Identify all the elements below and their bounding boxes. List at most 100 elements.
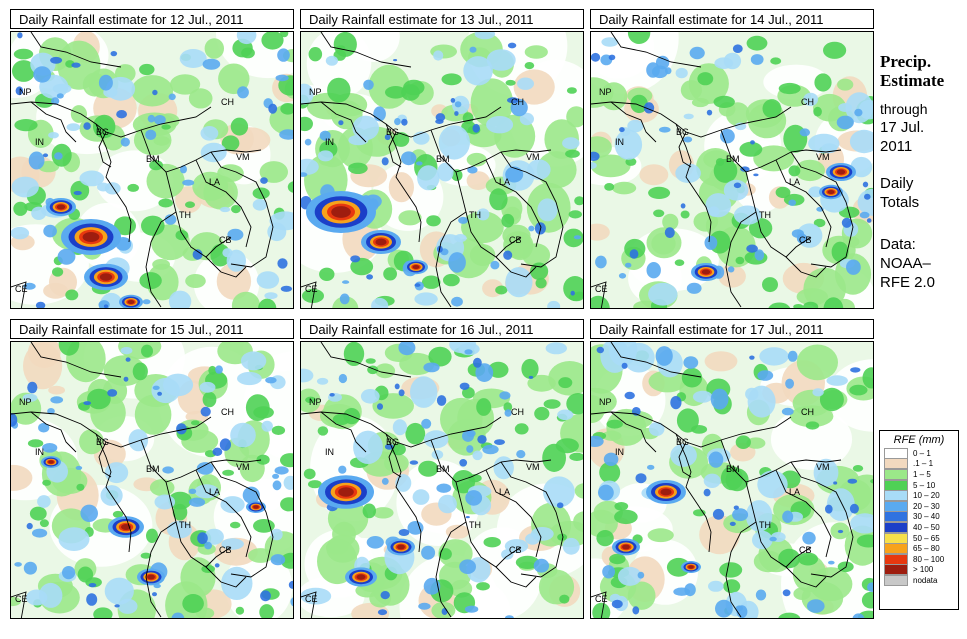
rain-blob: [675, 163, 701, 183]
rain-blob: [392, 419, 407, 436]
rain-blob: [162, 466, 174, 474]
rain-blob: [170, 74, 201, 95]
rainfall-field: [301, 32, 583, 308]
rain-blob: [23, 561, 37, 575]
rain-blob: [377, 609, 388, 616]
heavy-rain-cell: [375, 238, 387, 246]
rain-blob: [770, 408, 853, 470]
rain-blob: [270, 554, 286, 566]
rain-blob: [200, 406, 211, 417]
rain-blob: [152, 385, 160, 390]
country-label-th: TH: [179, 210, 191, 220]
rain-blob: [235, 606, 245, 615]
rain-blob: [608, 54, 616, 61]
country-border: [455, 481, 522, 568]
rain-blob: [280, 453, 293, 468]
country-border: [720, 439, 842, 483]
country-border: [30, 342, 122, 378]
rain-blob: [566, 87, 577, 94]
rain-blob: [823, 41, 847, 59]
rain-blob: [86, 593, 98, 606]
rain-blob: [302, 288, 324, 303]
rain-blob: [680, 80, 702, 101]
rain-blob: [639, 164, 669, 186]
country-border: [745, 171, 812, 258]
rain-blob: [212, 447, 223, 456]
rain-blob: [23, 282, 36, 290]
rain-blob: [489, 188, 508, 211]
country-label-bg: BG: [676, 127, 690, 137]
rainfall-map: NP CH IN BG BM VM LA TH CB CE: [300, 341, 584, 619]
country-label-ce: CE: [15, 284, 28, 294]
rain-blob: [465, 490, 483, 506]
rain-blob: [604, 183, 615, 191]
rain-blob: [28, 151, 45, 170]
country-border: [11, 411, 212, 448]
rain-blob: [80, 504, 98, 522]
rain-blob: [648, 422, 665, 436]
rain-blob: [477, 435, 487, 444]
rain-blob: [436, 395, 447, 406]
heavy-rain-cell: [253, 505, 259, 509]
rain-blob: [197, 532, 208, 545]
country-border: [145, 521, 177, 618]
rain-blob: [570, 290, 575, 296]
rain-blob: [646, 227, 682, 259]
rain-blob: [718, 265, 746, 288]
rain-blob: [692, 390, 713, 403]
rain-blob: [486, 116, 514, 134]
legend-swatch: [884, 458, 908, 470]
rain-blob: [112, 510, 124, 518]
rain-blob: [683, 356, 699, 369]
rain-blob: [79, 170, 105, 187]
rain-blob: [52, 267, 64, 277]
rain-blob: [854, 108, 863, 117]
rain-blob: [222, 469, 235, 476]
rain-blob: [175, 230, 189, 241]
country-label-np: NP: [19, 87, 32, 97]
rain-blob: [472, 450, 483, 461]
country-border: [301, 591, 317, 618]
heavy-rain-cell: [356, 574, 366, 580]
rain-blob: [753, 145, 795, 172]
rainfall-field: [301, 342, 583, 618]
rain-blob: [859, 211, 870, 219]
legend-label: 65 – 80: [913, 544, 940, 554]
rain-blob: [556, 502, 564, 509]
country-border: [785, 256, 827, 278]
country-label-bm: BM: [436, 464, 450, 474]
rain-blob: [474, 32, 496, 40]
rain-blob: [360, 389, 380, 404]
rain-blob: [348, 162, 368, 174]
rain-blob: [260, 590, 271, 602]
rain-blob: [280, 103, 293, 115]
legend-label: 50 – 65: [913, 533, 940, 543]
rain-blob: [58, 527, 90, 551]
legend-label: 10 – 20: [913, 491, 940, 501]
rain-blob: [713, 95, 735, 108]
rain-blob: [125, 357, 131, 362]
rain-blob: [595, 255, 607, 269]
rain-blob: [230, 422, 256, 448]
rain-blob: [591, 387, 617, 416]
rain-blob: [445, 524, 470, 539]
rain-blob: [837, 78, 854, 91]
heavy-rain-cell: [147, 574, 155, 580]
rain-blob: [261, 420, 273, 432]
country-label-th: TH: [469, 520, 481, 530]
sidebar-totals-line2: Totals: [880, 194, 920, 211]
rain-blob: [51, 97, 60, 105]
rain-blob: [26, 589, 48, 606]
rain-blob: [377, 403, 383, 410]
rain-blob: [705, 193, 732, 218]
country-border: [610, 101, 657, 143]
rain-blob: [343, 342, 365, 366]
rain-blob: [753, 173, 759, 177]
rain-blob: [476, 208, 490, 221]
rain-blob: [803, 301, 819, 308]
country-border: [591, 591, 607, 618]
rain-blob: [488, 361, 509, 378]
country-label-ch: CH: [801, 97, 814, 107]
rain-blob: [545, 342, 567, 355]
